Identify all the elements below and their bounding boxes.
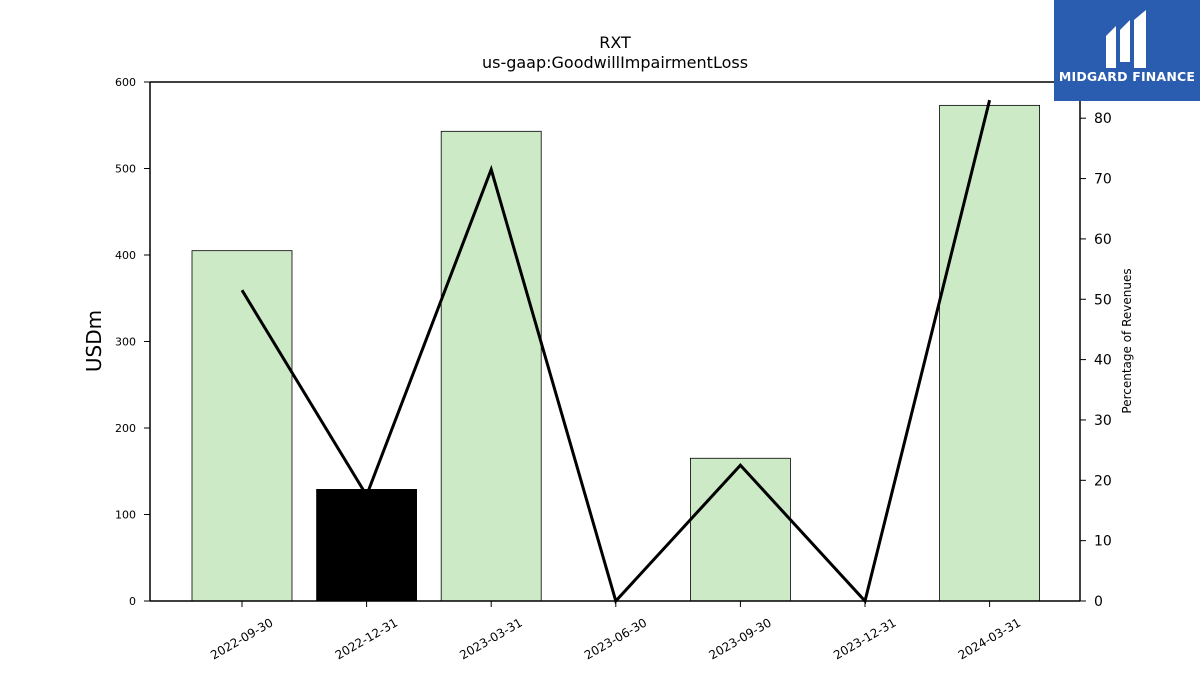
bar-2022-09-30 (192, 251, 292, 601)
y2-tick-label: 50 (1094, 292, 1112, 308)
x-tick-label: 2023-06-30 (582, 615, 649, 662)
bar-2023-03-31 (441, 131, 541, 601)
midgard-finance-logo: MIDGARD FINANCE (1054, 0, 1200, 101)
y-tick-label: 300 (115, 336, 136, 349)
y2-tick-label: 30 (1094, 413, 1112, 429)
logo-text: MIDGARD FINANCE (1054, 69, 1200, 84)
y-tick-label: 400 (115, 249, 136, 262)
x-tick-label: 2023-03-31 (457, 615, 524, 662)
y-tick-label: 500 (115, 163, 136, 176)
y-tick-label: 200 (115, 422, 136, 435)
x-tick-label: 2022-12-31 (333, 615, 400, 662)
chart-subtitle: us-gaap:GoodwillImpairmentLoss (482, 53, 748, 72)
y2-tick-label: 40 (1094, 353, 1112, 369)
y2-axis-label: Percentage of Revenues (1120, 268, 1134, 413)
bar-2023-09-30 (690, 458, 790, 601)
x-tick-label: 2024-03-31 (956, 615, 1023, 662)
y2-tick-label: 20 (1094, 473, 1112, 489)
y2-tick-label: 80 (1094, 111, 1112, 127)
y-tick-label: 0 (129, 595, 136, 608)
logo-mark-icon (1102, 8, 1152, 70)
bar-2024-03-31 (940, 105, 1040, 601)
y-tick-label: 600 (115, 76, 136, 89)
x-tick-label: 2022-09-30 (208, 615, 275, 662)
bar-2022-12-31 (317, 489, 417, 601)
x-tick-label: 2023-09-30 (706, 615, 773, 662)
chart-title: RXT (599, 33, 631, 52)
y-axis-label: USDm (82, 310, 106, 372)
y2-tick-label: 70 (1094, 172, 1112, 188)
y2-tick-label: 60 (1094, 232, 1112, 248)
y-tick-label: 100 (115, 509, 136, 522)
y2-tick-label: 10 (1094, 534, 1112, 550)
x-tick-label: 2023-12-31 (831, 615, 898, 662)
y2-tick-label: 0 (1094, 594, 1103, 610)
bars-layer (192, 105, 1040, 601)
